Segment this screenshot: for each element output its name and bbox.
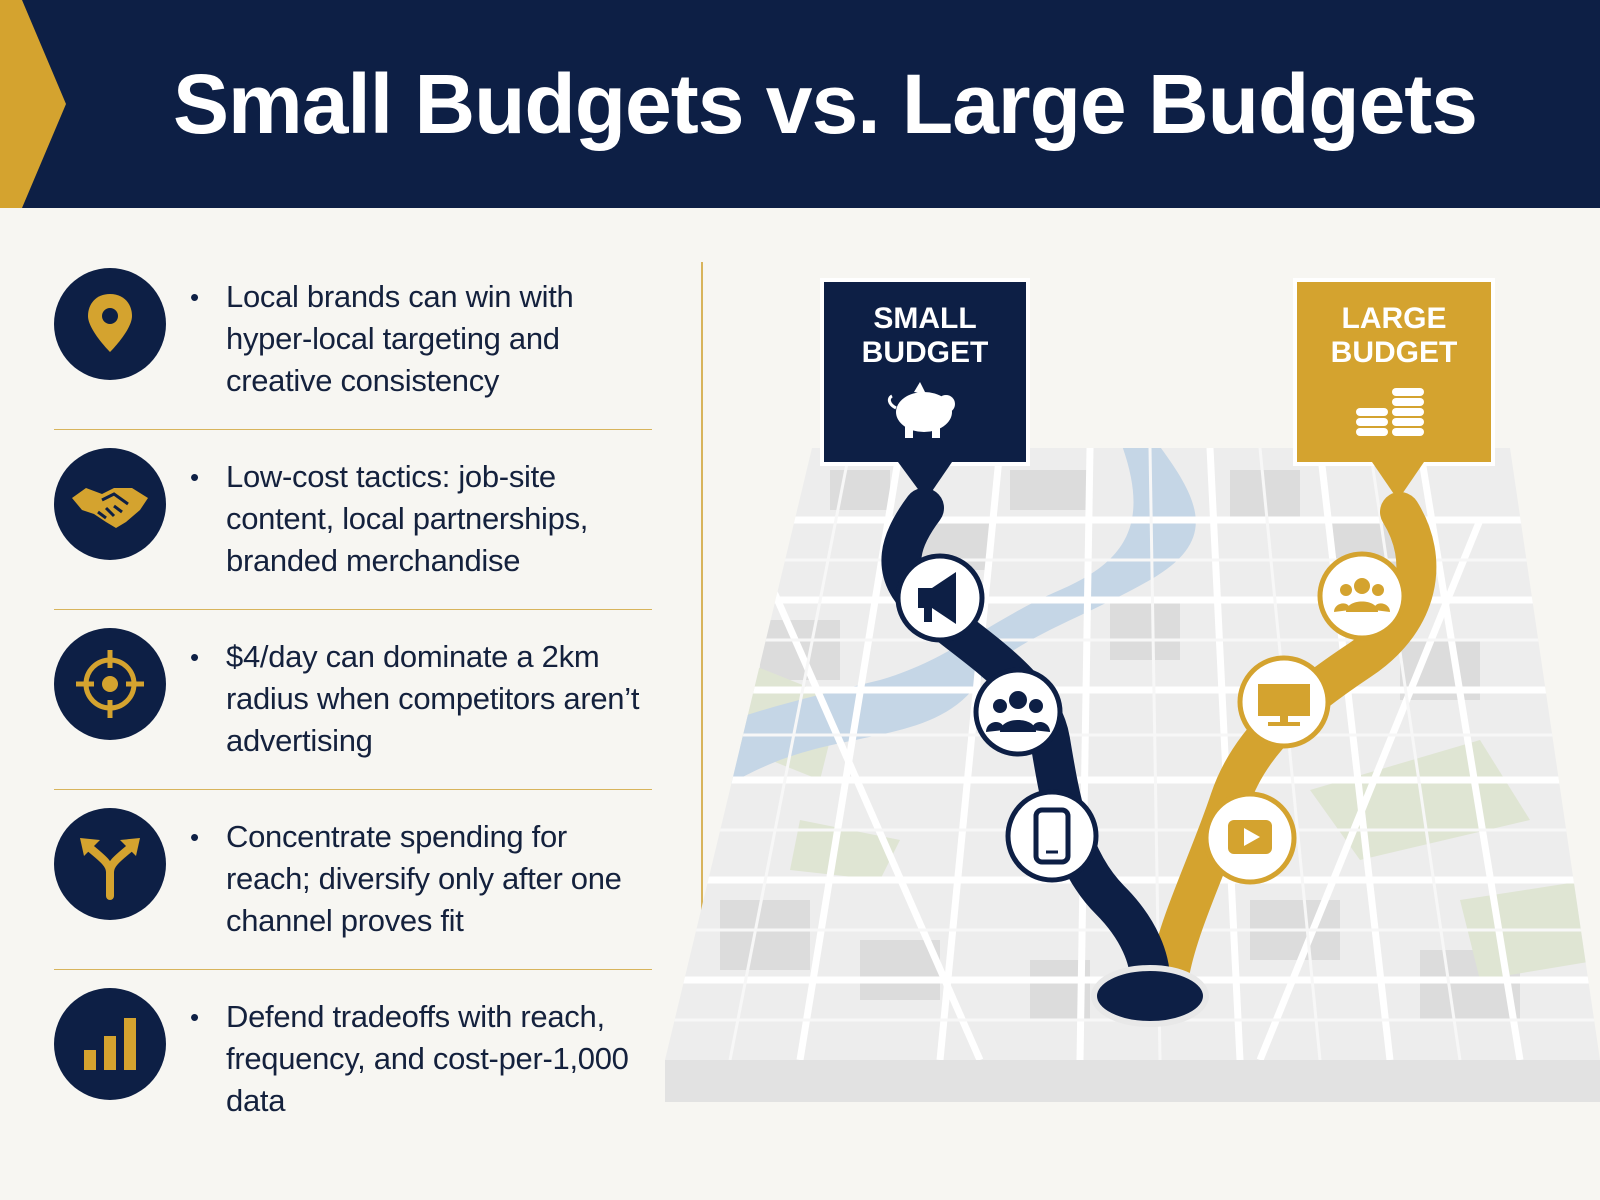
bullet: • [190, 822, 200, 852]
piggy-bank-icon [887, 382, 955, 438]
map-slab-edge [665, 1060, 1600, 1102]
header-banner: Small Budgets vs. Large Budgets [0, 0, 1600, 208]
header-chevron-accent [0, 0, 66, 208]
location-pin-icon [54, 268, 166, 380]
tv-monitor-icon [1237, 655, 1331, 749]
point-text: Concentrate spending for reach; diversif… [226, 819, 622, 938]
people-group-icon [1317, 551, 1407, 641]
megaphone-icon [895, 553, 985, 643]
page-title: Small Budgets vs. Large Budgets [173, 56, 1478, 151]
point-text: Defend tradeoffs with reach, frequency, … [226, 999, 629, 1118]
bullet: • [190, 1002, 200, 1032]
large-budget-label-line2: BUDGET [1331, 336, 1458, 369]
bullet: • [190, 642, 200, 672]
video-play-icon [1203, 791, 1297, 885]
bullet: • [190, 462, 200, 492]
small-budget-label-line1: SMALL [873, 302, 976, 335]
list-item: • Concentrate spending for reach; divers… [54, 790, 652, 970]
list-item: • Low-cost tactics: job-site content, lo… [54, 430, 652, 610]
budget-map-diagram: SMALL BUDGET LARGE BUDGET [665, 278, 1600, 1102]
point-text: Low-cost tactics: job-site content, loca… [226, 459, 589, 578]
bar-chart-icon [54, 988, 166, 1100]
point-text: Local brands can win with hyper-local ta… [226, 279, 574, 398]
handshake-icon [54, 448, 166, 560]
target-crosshair-icon [54, 628, 166, 740]
list-item: • $4/day can dominate a 2km radius when … [54, 610, 652, 790]
destination-marker [1091, 965, 1209, 1027]
small-budget-label-line2: BUDGET [862, 336, 989, 369]
large-budget-label-line1: LARGE [1342, 302, 1447, 335]
point-text: $4/day can dominate a 2km radius when co… [226, 639, 640, 758]
bullet: • [190, 282, 200, 312]
fork-arrow-icon [54, 808, 166, 920]
point-list: • Local brands can win with hyper-local … [54, 250, 652, 1150]
large-budget-callout: LARGE BUDGET [1293, 278, 1495, 500]
column-divider [701, 262, 703, 962]
smartphone-icon [1005, 789, 1099, 883]
small-budget-callout: SMALL BUDGET [820, 278, 1030, 500]
list-item: • Defend tradeoffs with reach, frequency… [54, 970, 652, 1150]
coin-stacks-icon [1356, 388, 1424, 436]
people-group-icon [973, 667, 1063, 757]
river [665, 448, 1196, 870]
list-item: • Local brands can win with hyper-local … [54, 250, 652, 430]
